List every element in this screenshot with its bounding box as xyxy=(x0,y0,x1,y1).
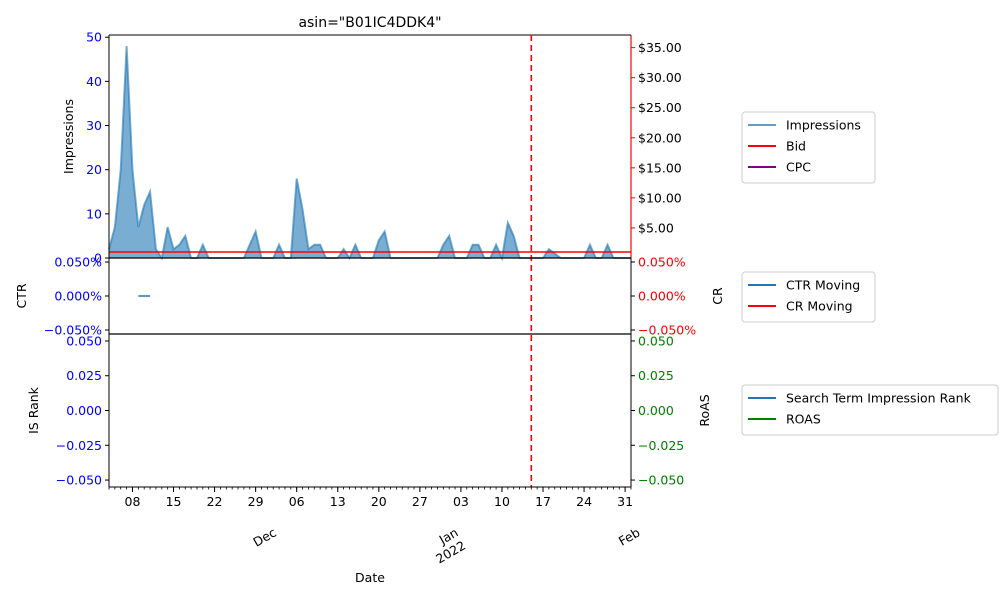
money-tick-label: $5.00 xyxy=(638,220,674,235)
legend-label: ROAS xyxy=(786,412,821,427)
legends: Impressions Bid CPC CTR Moving CR Moving Sear… xyxy=(741,111,999,436)
x-tick-label: 06 xyxy=(289,494,305,509)
money-tick-label: $35.00 xyxy=(638,40,682,55)
impressions-legend: Impressions Bid CPC xyxy=(741,111,876,184)
roas-axis-label: RoAS xyxy=(697,394,712,426)
x-month-label-line: Feb xyxy=(616,525,643,549)
legend-label: Search Term Impression Rank xyxy=(786,391,972,406)
legend-box xyxy=(741,111,876,184)
is-rank-roas-panel: −0.050 −0.025 0.000 0.025 0.050 −0.050 −0.025 0… xyxy=(26,333,712,487)
is-rank-tick-label: 0.025 xyxy=(66,368,102,383)
x-axis-label: Date xyxy=(355,570,385,585)
money-tick-label: $20.00 xyxy=(638,130,682,145)
cr-tick-label: 0.000% xyxy=(638,289,686,304)
money-tick-label: $30.00 xyxy=(638,70,682,85)
ctr-axis-label: CTR xyxy=(14,283,29,308)
date-axis: 08 15 22 29 06 13 20 27 03 10 17 24 31 Dec Jan2022 Feb D… xyxy=(108,487,643,585)
impressions-area xyxy=(109,46,631,258)
impressions-panel: 0 10 20 30 40 50 Impressions $5.00 $10.00 $15.00 $… xyxy=(61,30,682,487)
is-rank-tick-label: 0.050 xyxy=(66,333,102,348)
roas-tick-label: 0.025 xyxy=(638,368,674,383)
x-month-label: Jan2022 xyxy=(426,525,469,567)
legend-label: CPC xyxy=(786,160,811,175)
cr-axis-label: CR xyxy=(710,287,725,305)
x-tick-label: 13 xyxy=(330,494,346,509)
ctr-tick-label: 0.000% xyxy=(54,289,102,304)
x-tick-label: 24 xyxy=(576,494,592,509)
money-tick-label: $10.00 xyxy=(638,190,682,205)
legend-label: Impressions xyxy=(786,118,861,133)
impressions-tick-label: 30 xyxy=(86,118,102,133)
is-rank-roas-legend: Search Term Impression Rank ROAS xyxy=(741,384,999,436)
impressions-tick-label: 40 xyxy=(86,74,102,89)
is-rank-tick-label: −0.050 xyxy=(56,473,102,488)
ctr-tick-label: −0.050% xyxy=(44,323,102,338)
roas-tick-label: −0.025 xyxy=(638,438,684,453)
x-tick-label: 27 xyxy=(412,494,428,509)
x-tick-label: 22 xyxy=(207,494,223,509)
x-tick-label: 20 xyxy=(371,494,387,509)
x-month-label-line: Dec xyxy=(250,525,279,550)
x-tick-label: 31 xyxy=(617,494,633,509)
money-tick-label: $25.00 xyxy=(638,100,682,115)
impressions-tick-label: 50 xyxy=(86,30,102,45)
legend-label: CR Moving xyxy=(786,299,853,314)
is-rank-tick-label: −0.025 xyxy=(56,438,102,453)
ctr-cr-panel: −0.050% 0.000% 0.050% −0.050% 0.000% 0.050% CT… xyxy=(14,255,725,338)
impressions-line xyxy=(108,45,631,262)
roas-tick-label: 0.000 xyxy=(638,403,674,418)
x-tick-label: 03 xyxy=(453,494,469,509)
x-tick-label: 10 xyxy=(494,494,510,509)
impressions-tick-label: 10 xyxy=(86,206,102,221)
legend-box xyxy=(741,384,999,436)
ctr-cr-legend: CTR Moving CR Moving xyxy=(741,271,876,323)
money-tick-label: $15.00 xyxy=(638,160,682,175)
x-month-label: Dec xyxy=(250,525,279,550)
x-tick-label: 15 xyxy=(166,494,182,509)
roas-tick-label: −0.050 xyxy=(638,473,684,488)
chart-title: asin="B01IC4DDK4" xyxy=(298,15,441,31)
is-rank-axis-label: IS Rank xyxy=(26,386,41,434)
is-rank-tick-label: 0.000 xyxy=(66,403,102,418)
impressions-axis-label: Impressions xyxy=(61,99,76,174)
cr-tick-label: −0.050% xyxy=(638,323,696,338)
impressions-tick-label: 0 xyxy=(94,251,102,266)
x-month-label: Feb xyxy=(616,525,643,549)
x-tick-label: 29 xyxy=(248,494,264,509)
x-tick-label: 08 xyxy=(125,494,141,509)
roas-tick-label: 0.050 xyxy=(638,333,674,348)
impressions-tick-label: 20 xyxy=(86,162,102,177)
cr-tick-label: 0.050% xyxy=(638,255,686,270)
x-tick-label: 17 xyxy=(535,494,551,509)
ctr-tick-label: 0.050% xyxy=(54,255,102,270)
legend-label: CTR Moving xyxy=(786,278,860,293)
legend-label: Bid xyxy=(786,139,806,154)
